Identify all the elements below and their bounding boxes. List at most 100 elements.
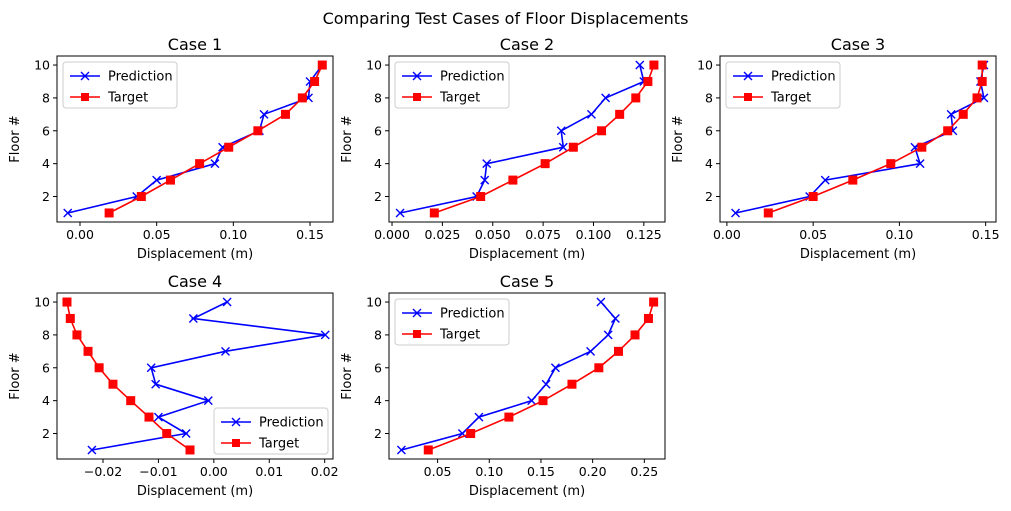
y-tick-label: 10 [34, 58, 50, 73]
series-target [104, 60, 327, 218]
x-tick-label: 0.20 [579, 464, 607, 479]
x-tick-label: 0.02 [311, 464, 339, 479]
y-tick-label: 10 [366, 295, 382, 310]
figure-suptitle: Comparing Test Cases of Floor Displaceme… [323, 9, 689, 28]
data-point-x-marker [586, 346, 596, 356]
data-point-x-marker [635, 60, 645, 70]
data-point-square-marker [297, 93, 307, 103]
x-axis-label: Displacement (m) [137, 484, 253, 499]
data-point-x-marker [210, 159, 220, 169]
series-target [423, 297, 659, 455]
data-point-square-marker [72, 330, 82, 340]
data-point-square-marker [476, 192, 486, 202]
x-tick-label: 0.01 [255, 464, 283, 479]
data-point-x-marker [480, 175, 490, 185]
data-point-square-marker [423, 445, 433, 455]
data-point-square-marker [429, 208, 439, 218]
legend-x-marker [412, 308, 422, 318]
legend-x-marker [80, 71, 90, 81]
data-point-x-marker [603, 330, 613, 340]
series-prediction [395, 60, 649, 218]
data-point-x-marker [558, 142, 568, 152]
data-point-square-marker [613, 346, 623, 356]
x-tick-label: 0.15 [972, 227, 1000, 242]
legend-square-marker [413, 93, 421, 101]
data-point-x-marker [586, 109, 596, 119]
data-point-x-marker [220, 346, 230, 356]
data-point-square-marker [917, 142, 927, 152]
data-point-square-marker [104, 208, 114, 218]
data-point-x-marker [320, 330, 330, 340]
subplot-1: Case 1 0.00 0.05 0.10 0.15 2 4 6 8 10 Displacement… [8, 35, 334, 262]
y-tick-label: 4 [42, 393, 50, 408]
data-point-square-marker [649, 60, 659, 70]
data-point-square-marker [630, 330, 640, 340]
legend-square-marker [744, 93, 752, 101]
subplot-title: Case 3 [831, 35, 885, 54]
data-point-square-marker [504, 412, 514, 422]
data-point-square-marker [568, 142, 578, 152]
data-point-square-marker [763, 208, 773, 218]
data-point-square-marker [977, 60, 987, 70]
data-point-square-marker [185, 445, 195, 455]
data-point-x-marker [731, 208, 741, 218]
data-point-square-marker [310, 76, 320, 86]
x-tick-label: 0.025 [424, 227, 460, 242]
y-axis-label: Floor # [340, 352, 355, 399]
series-line-prediction [401, 301, 617, 451]
x-tick-label: 0.15 [527, 464, 555, 479]
plot-frame [388, 55, 666, 223]
data-point-x-marker [188, 313, 198, 323]
legend-label-target: Target [439, 328, 480, 343]
y-tick-label: 6 [42, 360, 50, 375]
y-axis-label: Floor # [671, 115, 686, 162]
data-point-x-marker [527, 396, 537, 406]
x-tick-label: 0.100 [576, 227, 612, 242]
data-point-x-marker [152, 175, 162, 185]
x-tick-label: −0.02 [84, 464, 122, 479]
y-tick-label: 2 [374, 426, 382, 441]
data-point-x-marker [87, 445, 97, 455]
plot-frame [56, 55, 334, 223]
legend-square-marker [413, 330, 421, 338]
data-point-square-marker [567, 379, 577, 389]
subplot-4: Case 4 −0.02 −0.01 0.00 0.01 0.02 2 4 6 8 10 Displa… [8, 272, 339, 499]
data-point-square-marker [540, 159, 550, 169]
x-axis-label: Displacement (m) [469, 484, 585, 499]
subplot-2: Case 2 0.000 0.025 0.050 0.075 0.100 0.125 2 4 6 8… [340, 35, 666, 262]
y-axis-label: Floor # [8, 115, 23, 162]
x-tick-label: 0.05 [143, 227, 171, 242]
y-axis-label: Floor # [8, 352, 23, 399]
subplot-5: Case 5 0.05 0.10 0.15 0.20 0.25 2 4 6 8 10 Displace… [340, 272, 666, 499]
y-tick-label: 2 [42, 189, 50, 204]
legend-x-marker [231, 417, 241, 427]
legend: Prediction Target [213, 407, 329, 455]
data-point-x-marker [395, 208, 405, 218]
y-tick-label: 4 [374, 393, 382, 408]
series-line-target [108, 64, 324, 214]
data-point-square-marker [466, 429, 476, 439]
data-point-square-marker [977, 76, 987, 86]
data-point-square-marker [943, 126, 953, 136]
data-point-square-marker [126, 396, 136, 406]
data-point-square-marker [643, 76, 653, 86]
data-point-x-marker [915, 159, 925, 169]
y-tick-label: 4 [705, 156, 713, 171]
data-point-square-marker [195, 159, 205, 169]
subplot-title: Case 5 [500, 272, 554, 291]
legend-label-prediction: Prediction [108, 70, 173, 85]
data-point-x-marker [181, 429, 191, 439]
data-point-x-marker [820, 175, 830, 185]
x-tick-label: 0.00 [713, 227, 741, 242]
y-tick-label: 10 [697, 58, 713, 73]
x-tick-label: 0.125 [626, 227, 662, 242]
data-point-x-marker [474, 412, 484, 422]
data-point-square-marker [597, 126, 607, 136]
data-point-x-marker [203, 396, 213, 406]
y-tick-label: 8 [374, 90, 382, 105]
data-point-square-marker [62, 297, 72, 307]
series-line-target [66, 301, 191, 451]
data-point-square-marker [94, 363, 104, 373]
data-point-x-marker [259, 109, 269, 119]
